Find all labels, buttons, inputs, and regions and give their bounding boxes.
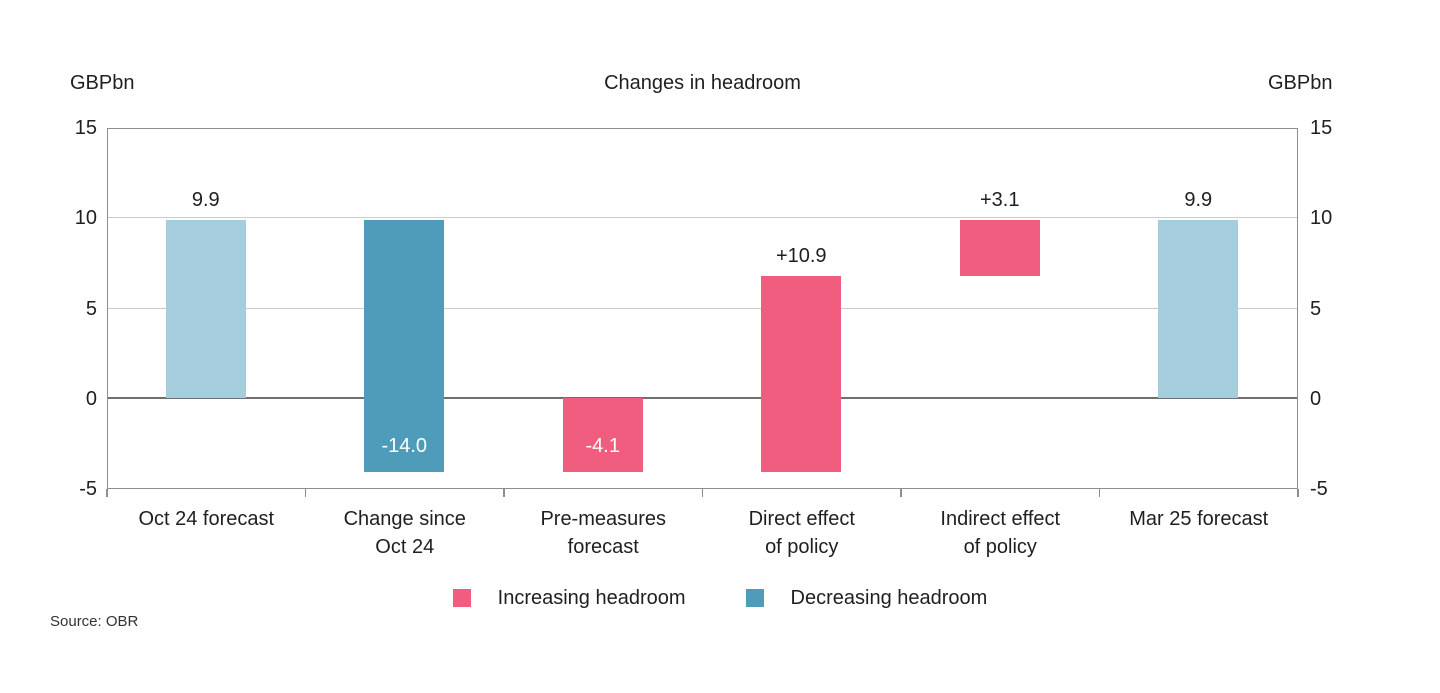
bar-pre-measures-forecast: [562, 398, 643, 473]
category-label: Oct 24 forecast: [138, 508, 275, 530]
left-axis-unit-label: GBPbn: [70, 72, 135, 94]
bar-value-label: 9.9: [191, 188, 220, 211]
source-note: Source: OBR: [50, 613, 139, 630]
x-axis-tick: [304, 489, 307, 497]
y-tick-label-right: -5: [1310, 478, 1328, 500]
category-label: Mar 25 forecast: [1129, 508, 1269, 530]
bar-value-label: +10.9: [775, 244, 827, 267]
bar-direct-effect-of-policy: [761, 275, 842, 473]
legend-item-increasing: Increasing headroom: [452, 586, 686, 610]
zero-gridline: [108, 397, 1297, 400]
category-label: Change since Oct 24: [343, 508, 466, 558]
y-tick-label-left: 0: [85, 387, 97, 410]
x-axis-tick: [106, 489, 108, 497]
right-axis-unit-label: GBPbn: [1268, 72, 1333, 94]
bar-change-since-oct-24: [364, 219, 445, 473]
gridline-5: [108, 307, 1297, 309]
x-axis-tick: [503, 489, 505, 497]
legend-swatch-decreasing: [745, 589, 764, 607]
bar-mar-25-forecast: [1158, 219, 1239, 399]
legend-item-decreasing: Decreasing headroom: [745, 586, 988, 610]
bar-value-label: +3.1: [980, 188, 1020, 211]
bar-value-label: 9.9: [1184, 188, 1213, 211]
y-tick-label-left: 10: [74, 207, 97, 230]
x-axis-tick: [900, 489, 902, 497]
category-label: Indirect effect of policy: [940, 508, 1061, 558]
bar-value-label: -14.0: [381, 434, 428, 457]
bar-indirect-effect-of-policy: [959, 219, 1040, 276]
category-label: Pre-measures forecast: [540, 508, 667, 558]
y-tick-label-right: 5: [1310, 297, 1322, 320]
legend-label: Decreasing headroom: [790, 587, 988, 609]
x-axis-tick: [701, 489, 704, 497]
legend-swatch-increasing: [452, 589, 471, 607]
y-tick-label-right: 15: [1310, 117, 1333, 139]
legend-label: Increasing headroom: [497, 587, 686, 609]
legend: Increasing headroom Decreasing headroom: [0, 586, 1440, 610]
bar-value-label: -4.1: [585, 434, 620, 457]
x-axis-tick: [1098, 489, 1101, 497]
gridline-10: [108, 217, 1297, 219]
y-tick-label-left: 5: [85, 297, 97, 320]
bar-oct-24-forecast: [165, 219, 246, 399]
y-tick-label-left: -5: [79, 478, 97, 500]
plot-area: 9.9 -14.0 -4.1 +10.9 +3.1 9.9: [107, 128, 1298, 489]
chart-title: Changes in headroom: [604, 72, 801, 94]
category-label: Direct effect of policy: [748, 508, 855, 558]
x-axis-tick: [1297, 489, 1299, 497]
y-tick-label-right: 0: [1310, 387, 1322, 410]
y-tick-label-right: 10: [1310, 207, 1333, 230]
y-tick-label-left: 15: [74, 117, 97, 139]
